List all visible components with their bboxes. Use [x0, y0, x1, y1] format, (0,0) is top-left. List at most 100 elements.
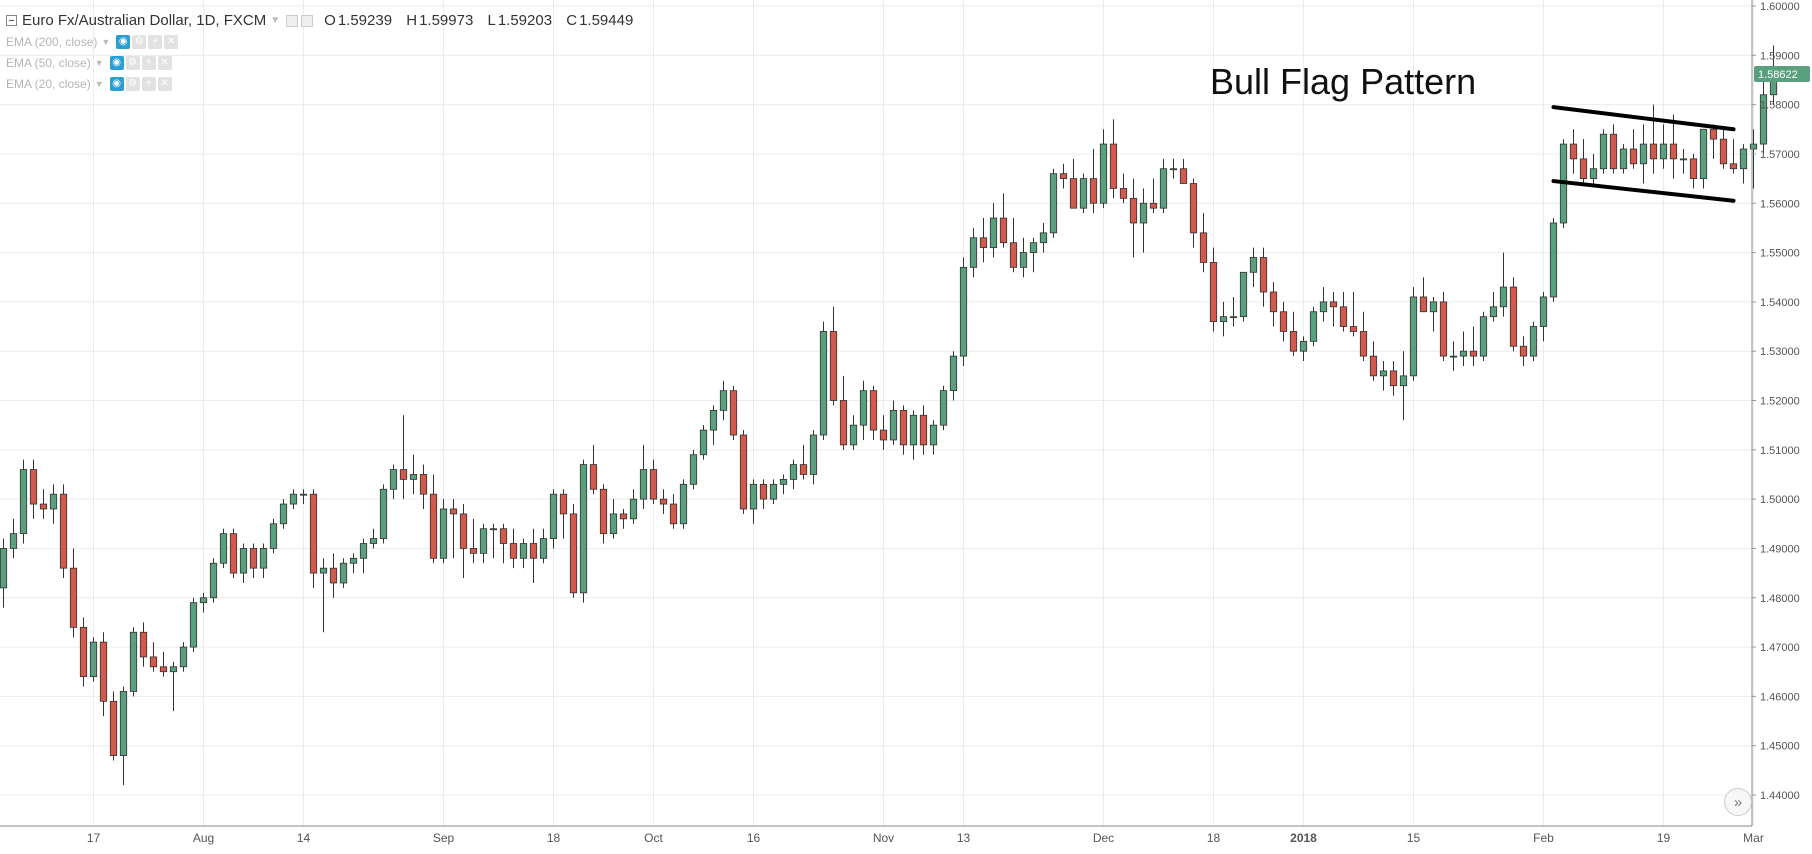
candle-up	[1659, 124, 1668, 169]
y-tick-label: 1.52000	[1760, 396, 1800, 408]
candle-body	[779, 478, 788, 485]
candle-down	[29, 459, 38, 519]
y-tick-label: 1.54000	[1760, 297, 1800, 309]
candle-body	[659, 498, 668, 505]
chevron-down-icon[interactable]: ▼	[270, 15, 281, 26]
candle-up	[1639, 124, 1648, 184]
candle-body	[819, 331, 828, 436]
price-axis: 1.44000 1.45000 1.46000 1.47000 1.48000 1.490…	[1751, 0, 1810, 826]
candle-body	[689, 454, 698, 485]
y-tick-label: 1.58000	[1760, 100, 1800, 112]
candle-body	[879, 429, 888, 441]
double-chevron-right-icon[interactable]: »	[1724, 788, 1752, 816]
candle-down	[59, 484, 68, 579]
candle-body	[1589, 168, 1598, 179]
candle-body	[1309, 311, 1318, 342]
candle-body	[169, 666, 178, 673]
candle-up	[1239, 271, 1248, 322]
candle-up	[889, 400, 898, 445]
candle-down	[1729, 139, 1738, 174]
collapse-legend-icon[interactable]	[6, 15, 17, 26]
candle-body	[699, 429, 708, 456]
candle-down	[1349, 292, 1358, 337]
candle-body	[409, 474, 418, 480]
y-tick-label: 1.46000	[1760, 691, 1800, 703]
candle-body	[259, 548, 268, 569]
candle-down	[649, 459, 658, 505]
candle-body	[899, 409, 908, 446]
gear-icon[interactable]: ⚙	[132, 34, 147, 49]
candle-body	[959, 266, 968, 357]
gear-icon[interactable]	[301, 14, 314, 27]
candle-body	[1639, 143, 1648, 165]
candle-up	[1039, 222, 1048, 253]
candle-down	[1129, 178, 1138, 258]
candle-up	[1599, 129, 1608, 174]
candle-up	[679, 479, 688, 529]
candle-body	[1349, 326, 1358, 332]
eye-icon[interactable]: ◉	[109, 76, 124, 91]
candle-body	[1749, 143, 1758, 150]
chevron-down-icon[interactable]: ▼	[94, 57, 104, 68]
candle-body	[1629, 148, 1638, 165]
x-tick-label: 15	[1407, 831, 1421, 845]
candle-body	[579, 464, 588, 594]
candle-up	[209, 558, 218, 603]
indicator-ema-50[interactable]: EMA (50, close) ▼ ◉ ⚙ + ✕	[6, 52, 643, 73]
candle-body	[349, 557, 358, 564]
candle-down	[529, 528, 538, 583]
candle-down	[39, 489, 48, 519]
indicator-ema-20[interactable]: EMA (20, close) ▼ ◉ ⚙ + ✕	[6, 73, 643, 94]
symbol-title: Euro Fx/Australian Dollar, 1D, FXCM	[22, 12, 267, 29]
y-tick-label: 1.57000	[1760, 149, 1800, 161]
chevron-down-icon[interactable]: ▼	[101, 36, 111, 47]
candle-body	[1739, 148, 1748, 170]
candle-body	[1699, 128, 1708, 179]
gear-icon[interactable]: ⚙	[125, 55, 140, 70]
candle-body	[709, 409, 718, 431]
y-tick-label: 1.48000	[1760, 593, 1800, 605]
candle-body	[1519, 345, 1528, 357]
time-axis: 17 Aug 14 Sep 18 Oct 16 Nov 13 Dec 18 2018 15 Feb 19 Ma…	[0, 825, 1764, 845]
candle-body	[119, 691, 128, 756]
candle-body	[479, 528, 488, 554]
candle-up	[239, 543, 248, 583]
candle-up	[1589, 153, 1598, 184]
candle-down	[1269, 282, 1278, 327]
close-icon[interactable]: ✕	[164, 34, 179, 49]
candle-up	[849, 415, 858, 450]
indicator-label: EMA (20, close)	[6, 76, 91, 91]
close-icon[interactable]: ✕	[157, 55, 172, 70]
eye-icon[interactable]: ◉	[116, 34, 131, 49]
y-tick-label: 1.53000	[1760, 346, 1800, 358]
candle-body	[1209, 262, 1218, 322]
candle-body	[1549, 222, 1558, 298]
candle-body	[49, 493, 58, 510]
plus-icon[interactable]: +	[148, 34, 163, 49]
close-icon[interactable]: ✕	[157, 76, 172, 91]
candle-up	[359, 538, 368, 574]
candle-up	[609, 499, 618, 539]
plus-icon[interactable]: +	[141, 55, 156, 70]
candle-down	[329, 553, 338, 598]
candle-body	[809, 434, 818, 475]
eye-icon[interactable]: ◉	[109, 55, 124, 70]
candle-body	[39, 503, 48, 510]
candle-down	[149, 642, 158, 672]
candle-down	[1629, 129, 1638, 169]
candle-up	[969, 227, 978, 278]
candle-up	[389, 464, 398, 500]
candle-body	[749, 483, 758, 510]
chevron-down-icon[interactable]: ▼	[94, 78, 104, 89]
indicator-ema-200[interactable]: EMA (200, close) ▼ ◉ ⚙ + ✕	[6, 31, 643, 52]
candle-down	[1519, 336, 1528, 366]
gear-icon[interactable]: ⚙	[125, 76, 140, 91]
candle-up	[9, 518, 18, 559]
candle-body	[289, 493, 298, 505]
settings-icon[interactable]	[286, 14, 299, 27]
plus-icon[interactable]: +	[141, 76, 156, 91]
candle-down	[1149, 178, 1158, 214]
candle-body	[499, 528, 508, 544]
